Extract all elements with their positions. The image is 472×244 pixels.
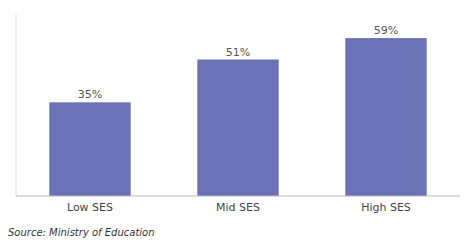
- bar: [345, 38, 426, 196]
- data-label: 35%: [78, 88, 102, 101]
- bar: [49, 102, 130, 196]
- chart-container: 35% 51% 59% Low SES Mid SES High SES Source: M…: [0, 0, 472, 244]
- source-note: Source: Ministry of Education: [8, 227, 155, 238]
- bar: [197, 60, 278, 197]
- y-axis-line: [16, 14, 17, 196]
- x-tick-label: Low SES: [67, 201, 113, 214]
- data-label: 59%: [374, 24, 398, 37]
- x-axis-line: [16, 196, 460, 197]
- x-tick-label: High SES: [361, 201, 411, 214]
- data-label: 51%: [226, 46, 250, 59]
- chart-svg: 35% 51% 59% Low SES Mid SES High SES Source: M…: [0, 0, 472, 244]
- bars: [49, 38, 426, 196]
- x-tick-label: Mid SES: [216, 201, 260, 214]
